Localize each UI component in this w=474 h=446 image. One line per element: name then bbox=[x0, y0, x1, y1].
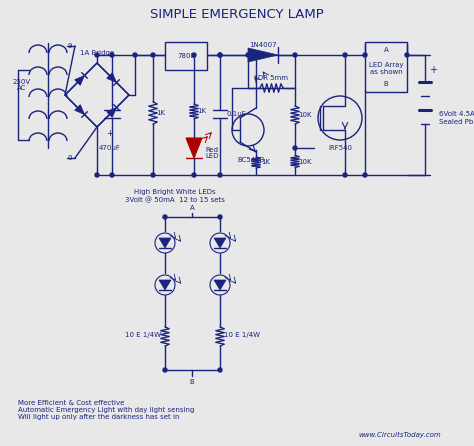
Text: Red
LED: Red LED bbox=[205, 146, 219, 160]
Text: 1N4007: 1N4007 bbox=[249, 42, 277, 48]
Text: +: + bbox=[429, 65, 437, 75]
Polygon shape bbox=[107, 107, 117, 117]
Text: BC548B: BC548B bbox=[237, 157, 264, 163]
Bar bbox=[365, 42, 407, 92]
Circle shape bbox=[363, 173, 367, 177]
Circle shape bbox=[363, 53, 367, 57]
Circle shape bbox=[218, 173, 222, 177]
Circle shape bbox=[293, 146, 297, 150]
Circle shape bbox=[192, 173, 196, 177]
Text: SIMPLE EMERGENCY LAMP: SIMPLE EMERGENCY LAMP bbox=[150, 8, 324, 21]
Text: 470uF: 470uF bbox=[99, 145, 121, 151]
Text: 1K: 1K bbox=[156, 110, 165, 116]
Text: B: B bbox=[383, 81, 388, 87]
Text: LDR 5mm: LDR 5mm bbox=[255, 75, 289, 81]
Text: High Bright White LEDs
3Volt @ 50mA  12 to 15 sets: High Bright White LEDs 3Volt @ 50mA 12 t… bbox=[125, 189, 225, 203]
Circle shape bbox=[218, 368, 222, 372]
Text: A: A bbox=[190, 205, 194, 211]
Circle shape bbox=[110, 53, 114, 57]
Circle shape bbox=[110, 173, 114, 177]
Text: 1A Bridge: 1A Bridge bbox=[80, 50, 114, 56]
Text: www.CircuitsToday.com: www.CircuitsToday.com bbox=[359, 432, 441, 438]
Circle shape bbox=[254, 53, 258, 57]
Text: LED Array
as shown: LED Array as shown bbox=[369, 62, 403, 75]
Circle shape bbox=[218, 53, 222, 57]
Text: 1K: 1K bbox=[198, 108, 207, 114]
Circle shape bbox=[343, 53, 347, 57]
Text: IRF540: IRF540 bbox=[328, 145, 352, 151]
Polygon shape bbox=[214, 280, 226, 290]
Text: More Efficient & Cost effective
Automatic Emergency Light with day light sensing: More Efficient & Cost effective Automati… bbox=[18, 400, 194, 420]
Text: 10K: 10K bbox=[298, 158, 312, 165]
Text: 9: 9 bbox=[68, 43, 73, 49]
Circle shape bbox=[95, 173, 99, 177]
Circle shape bbox=[218, 53, 222, 57]
Polygon shape bbox=[74, 75, 84, 85]
Circle shape bbox=[95, 53, 99, 57]
Polygon shape bbox=[107, 73, 117, 83]
Text: +: + bbox=[107, 129, 113, 139]
Text: 10 E 1/4W: 10 E 1/4W bbox=[224, 332, 260, 338]
Text: A: A bbox=[383, 47, 388, 53]
Text: 10K: 10K bbox=[298, 112, 312, 118]
Text: 230V
AC: 230V AC bbox=[13, 78, 31, 91]
Circle shape bbox=[218, 215, 222, 219]
Text: 7808: 7808 bbox=[177, 53, 195, 59]
Polygon shape bbox=[159, 280, 171, 290]
Polygon shape bbox=[186, 138, 202, 158]
Circle shape bbox=[151, 53, 155, 57]
Polygon shape bbox=[159, 238, 171, 248]
Text: 6Volt 4.5AH
Sealed Pb Acid: 6Volt 4.5AH Sealed Pb Acid bbox=[439, 112, 474, 124]
Polygon shape bbox=[248, 48, 278, 62]
Polygon shape bbox=[214, 238, 226, 248]
Text: 0.1uF: 0.1uF bbox=[226, 111, 246, 117]
Circle shape bbox=[246, 53, 250, 57]
Circle shape bbox=[293, 53, 297, 57]
Circle shape bbox=[192, 53, 196, 57]
Circle shape bbox=[163, 215, 167, 219]
Text: 0: 0 bbox=[68, 155, 73, 161]
Circle shape bbox=[405, 53, 409, 57]
Circle shape bbox=[151, 173, 155, 177]
Circle shape bbox=[133, 53, 137, 57]
Text: 10 E 1/4W: 10 E 1/4W bbox=[125, 332, 161, 338]
Text: B: B bbox=[190, 379, 194, 385]
Circle shape bbox=[343, 173, 347, 177]
Circle shape bbox=[163, 368, 167, 372]
Text: 1K: 1K bbox=[262, 160, 271, 165]
Polygon shape bbox=[74, 105, 84, 115]
Bar bbox=[165, 42, 207, 70]
